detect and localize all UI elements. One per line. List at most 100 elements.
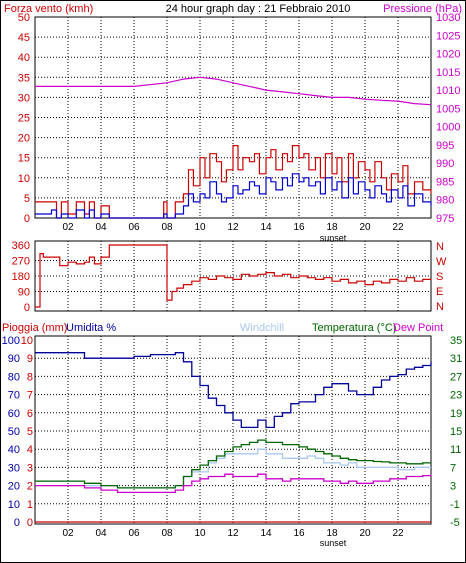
x-tick-label: 22 xyxy=(392,528,404,539)
series-pressione xyxy=(35,76,432,106)
y-tick-temperature: 31 xyxy=(450,353,462,365)
y-tick-direction: 270 xyxy=(12,256,30,268)
y-tick-pressure: 985 xyxy=(436,176,454,188)
y-tick-pressure: 1005 xyxy=(436,103,460,115)
x-tick-label: 12 xyxy=(227,528,239,539)
rain-label: Pioggia (mm) xyxy=(2,322,67,334)
direction-compass-label: N xyxy=(436,241,444,253)
y-tick-direction: 0 xyxy=(24,302,30,314)
x-tick-label: 18 xyxy=(326,528,338,539)
y-tick-wind: 25 xyxy=(18,113,30,125)
x-tick-label: 12 xyxy=(227,222,239,233)
series-humidity xyxy=(35,352,432,429)
y-tick-pressure: 1025 xyxy=(436,30,460,42)
y-tick-rain: 10 xyxy=(21,335,33,347)
direction-compass-label: W xyxy=(436,256,447,268)
y-tick-wind: 10 xyxy=(18,173,30,185)
y-tick-humidity: 40 xyxy=(8,444,20,456)
y-tick-rain: 1 xyxy=(27,499,33,511)
y-tick-pressure: 1000 xyxy=(436,122,460,134)
grid-layer xyxy=(35,17,431,524)
y-tick-wind: 0 xyxy=(24,213,30,225)
y-tick-temperature: 3 xyxy=(450,481,456,493)
y-tick-rain: 4 xyxy=(27,444,33,456)
y-tick-humidity: 100 xyxy=(2,335,20,347)
y-tick-pressure: 1015 xyxy=(436,67,460,79)
x-tick-label: 14 xyxy=(260,528,272,539)
x-tick-label: 16 xyxy=(293,528,305,539)
humidity-label: Umidita % xyxy=(66,322,116,334)
y-tick-wind: 35 xyxy=(18,72,30,84)
y-tick-rain: 8 xyxy=(27,371,33,383)
y-tick-direction: 90 xyxy=(18,287,30,299)
y-tick-rain: 2 xyxy=(27,481,33,493)
y-tick-pressure: 1030 xyxy=(436,12,460,24)
temperature-label: Temperatura (°C) xyxy=(312,322,396,334)
x-tick-label: 08 xyxy=(161,528,173,539)
x-tick-label: 06 xyxy=(128,528,140,539)
series-dewpoint xyxy=(35,473,432,494)
series-layer xyxy=(35,76,432,523)
x-tick-label: 18 xyxy=(326,222,338,233)
y-tick-pressure: 1010 xyxy=(436,85,460,97)
y-tick-humidity: 80 xyxy=(8,371,20,383)
x-tick-label: 06 xyxy=(128,222,140,233)
y-tick-rain: 7 xyxy=(27,390,33,402)
axis-layer: 0510152025303540455097598098599099510001… xyxy=(2,12,463,539)
y-tick-humidity: 10 xyxy=(8,499,20,511)
series-temperature xyxy=(35,439,431,489)
y-tick-humidity: 70 xyxy=(8,390,20,402)
y-tick-humidity: 0 xyxy=(14,517,20,529)
y-tick-rain: 5 xyxy=(27,426,33,438)
y-tick-pressure: 980 xyxy=(436,195,454,207)
sunset-label-2: sunset xyxy=(320,538,347,548)
y-tick-humidity: 90 xyxy=(8,353,20,365)
x-tick-label: 20 xyxy=(359,222,371,233)
y-tick-temperature: -1 xyxy=(450,499,460,511)
x-tick-label: 16 xyxy=(293,222,305,233)
x-tick-label: 20 xyxy=(359,528,371,539)
y-tick-humidity: 50 xyxy=(8,426,20,438)
y-tick-temperature: 23 xyxy=(450,390,462,402)
series-direction xyxy=(35,244,432,308)
y-tick-direction: 180 xyxy=(12,271,30,283)
direction-compass-label: N xyxy=(436,301,444,313)
y-tick-humidity: 30 xyxy=(8,462,20,474)
x-tick-label: 04 xyxy=(95,222,107,233)
windchill-label: Windchill xyxy=(240,322,284,334)
y-tick-temperature: 11 xyxy=(450,444,461,456)
y-tick-pressure: 975 xyxy=(436,213,454,225)
y-tick-rain: 3 xyxy=(27,462,33,474)
direction-compass-label: E xyxy=(436,286,443,298)
y-tick-direction: 360 xyxy=(12,240,30,252)
chart-title: 24 hour graph day : 21 Febbraio 2010 xyxy=(166,3,351,15)
x-tick-label: 22 xyxy=(392,222,404,233)
y-tick-rain: 6 xyxy=(27,408,33,420)
y-tick-pressure: 990 xyxy=(436,158,454,170)
y-tick-temperature: 19 xyxy=(450,408,462,420)
x-tick-label: 02 xyxy=(62,222,74,233)
pressure-title: Pressione (hPa) xyxy=(383,3,462,15)
x-tick-label: 02 xyxy=(62,528,74,539)
x-tick-label: 10 xyxy=(194,528,206,539)
y-tick-humidity: 60 xyxy=(8,408,20,420)
y-tick-rain: 0 xyxy=(27,517,33,529)
x-tick-label: 04 xyxy=(95,528,107,539)
y-tick-temperature: 35 xyxy=(450,335,462,347)
y-tick-humidity: 20 xyxy=(8,481,20,493)
y-tick-rain: 9 xyxy=(27,353,33,365)
x-tick-label: 14 xyxy=(260,222,272,233)
y-tick-temperature: 15 xyxy=(450,426,462,438)
y-tick-temperature: -5 xyxy=(450,517,460,529)
y-tick-pressure: 1020 xyxy=(436,49,460,61)
x-tick-label: 08 xyxy=(161,222,173,233)
y-tick-pressure: 995 xyxy=(436,140,454,152)
series-vento xyxy=(35,173,432,219)
y-tick-temperature: 7 xyxy=(450,462,456,474)
wind-title: Forza vento (kmh) xyxy=(4,3,93,15)
sunset-label-1: sunset xyxy=(320,233,347,243)
direction-compass-label: S xyxy=(436,271,443,283)
y-tick-wind: 40 xyxy=(18,52,30,64)
y-tick-temperature: 27 xyxy=(450,371,462,383)
